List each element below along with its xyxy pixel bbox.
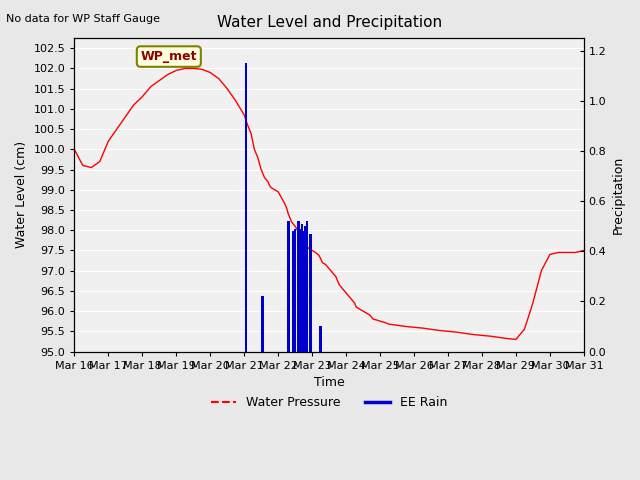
Bar: [306, 221, 308, 351]
Y-axis label: Water Level (cm): Water Level (cm): [15, 141, 28, 248]
Text: No data for WP Staff Gauge: No data for WP Staff Gauge: [6, 14, 161, 24]
Bar: [294, 228, 296, 351]
Bar: [299, 228, 301, 351]
Bar: [244, 63, 247, 351]
Bar: [319, 326, 322, 351]
Bar: [304, 226, 307, 351]
Title: Water Level and Precipitation: Water Level and Precipitation: [216, 15, 442, 30]
Legend: Water Pressure, EE Rain: Water Pressure, EE Rain: [205, 391, 452, 414]
Bar: [287, 221, 290, 351]
Bar: [262, 296, 264, 351]
Text: WP_met: WP_met: [141, 50, 197, 63]
Bar: [302, 231, 305, 351]
Bar: [297, 221, 300, 351]
X-axis label: Time: Time: [314, 376, 344, 389]
Bar: [301, 224, 303, 351]
Y-axis label: Precipitation: Precipitation: [612, 156, 625, 234]
Bar: [292, 231, 295, 351]
Bar: [309, 234, 312, 351]
